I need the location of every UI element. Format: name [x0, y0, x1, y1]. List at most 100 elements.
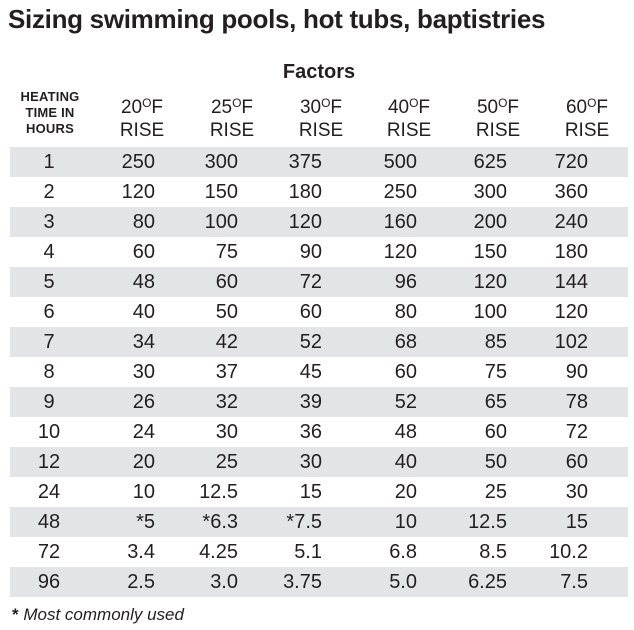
- table-row-48h: 48 *5 *6.3 *7.5 10 12.5 15: [10, 507, 628, 537]
- factor-cell: 52: [299, 330, 322, 353]
- factor-cell: 90: [565, 360, 588, 383]
- factor-cell: 180: [288, 180, 322, 203]
- hours-cell: 48: [37, 510, 61, 533]
- table-row-3h: 3 80 100 120 160 200 240: [10, 207, 628, 237]
- table-row-96h: 96 2.5 3.0 3.75 5.0 6.25 7.5: [10, 567, 628, 597]
- factor-cell: 375: [288, 150, 322, 173]
- factor-cell: 12.5: [468, 510, 507, 533]
- hours-cell: 72: [37, 540, 61, 563]
- column-header-60f-rise: 60OF RISE: [565, 96, 609, 142]
- factor-cell: 200: [473, 210, 507, 233]
- hours-cell: 4: [43, 240, 55, 263]
- factor-cell: 8.5: [479, 540, 507, 563]
- table-row-7h: 7 34 42 52 68 85 102: [10, 327, 628, 357]
- column-header-25f-rise: 25OF RISE: [210, 96, 254, 142]
- factor-cell: 300: [473, 180, 507, 203]
- rise-label: RISE: [386, 120, 432, 141]
- rise-label: RISE: [119, 120, 165, 141]
- factor-cell: 10: [394, 510, 417, 533]
- factor-cell: 32: [215, 390, 238, 413]
- hours-cell: 8: [43, 360, 55, 383]
- table-row-2h: 2 120 150 180 250 300 360: [10, 177, 628, 207]
- factor-cell: 30: [299, 450, 322, 473]
- sizing-factors-table: Factors HEATING TIME IN HOURS 20OF RISE 25…: [10, 60, 628, 597]
- factor-cell: 100: [473, 300, 507, 323]
- factor-cell: 36: [299, 420, 322, 443]
- factor-cell: 65: [484, 390, 507, 413]
- factor-cell: 100: [204, 210, 238, 233]
- factor-cell: 300: [204, 150, 238, 173]
- factor-cell: 26: [132, 390, 155, 413]
- table-row-4h: 4 60 75 90 120 150 180: [10, 237, 628, 267]
- factor-cell: 68: [394, 330, 417, 353]
- factor-cell: 720: [554, 150, 588, 173]
- row-header-line: TIME IN: [25, 105, 75, 120]
- factor-cell: 10.2: [549, 540, 588, 563]
- hours-cell: 7: [43, 330, 55, 353]
- temperature-label: 25OF: [210, 96, 254, 118]
- table-row-24h: 24 10 12.5 15 20 25 30: [10, 477, 628, 507]
- factor-cell: 25: [484, 480, 507, 503]
- factor-cell: 30: [565, 480, 588, 503]
- factor-cell: 160: [383, 210, 417, 233]
- column-header-50f-rise: 50OF RISE: [476, 96, 520, 142]
- row-header-heating-time-in-hours: HEATING TIME IN HOURS: [10, 89, 90, 137]
- rise-label: RISE: [298, 120, 344, 141]
- temperature-label: 50OF: [476, 96, 520, 118]
- hours-cell: 5: [43, 270, 55, 293]
- footnote: * Most commonly used: [12, 605, 634, 625]
- factor-cell: 48: [132, 270, 155, 293]
- factor-cell: 40: [132, 300, 155, 323]
- factor-cell: 60: [484, 420, 507, 443]
- factor-cell: 120: [554, 300, 588, 323]
- factor-cell: 42: [215, 330, 238, 353]
- factor-cell: 120: [473, 270, 507, 293]
- factor-cell: *5: [136, 510, 155, 533]
- factor-cell: 120: [121, 180, 155, 203]
- factor-cell: 60: [215, 270, 238, 293]
- hours-cell: 96: [37, 570, 61, 593]
- table-row-6h: 6 40 50 60 80 100 120: [10, 297, 628, 327]
- rise-label: RISE: [209, 120, 255, 141]
- factor-cell: 360: [554, 180, 588, 203]
- factor-cell: *6.3: [202, 510, 238, 533]
- factors-table-body: 1 250 300 375 500 625 720 2 120 150 180 250 300 360 3 8…: [10, 147, 628, 597]
- hours-cell: 3: [43, 210, 55, 233]
- factor-cell: 52: [394, 390, 417, 413]
- temperature-label: 20OF: [120, 96, 164, 118]
- factor-cell: 60: [565, 450, 588, 473]
- factor-cell: 48: [394, 420, 417, 443]
- column-header-20f-rise: 20OF RISE: [120, 96, 164, 142]
- column-header-40f-rise: 40OF RISE: [387, 96, 431, 142]
- factor-cell: 4.25: [199, 540, 238, 563]
- factor-cell: 25: [215, 450, 238, 473]
- factor-cell: 144: [554, 270, 588, 293]
- factor-cell: 50: [484, 450, 507, 473]
- factor-cell: 3.4: [127, 540, 155, 563]
- factor-cell: 75: [484, 360, 507, 383]
- factor-cell: 39: [299, 390, 322, 413]
- factor-cell: 30: [132, 360, 155, 383]
- factor-cell: 75: [215, 240, 238, 263]
- table-row-8h: 8 30 37 45 60 75 90: [10, 357, 628, 387]
- hours-cell: 12: [37, 450, 61, 473]
- factor-cell: 78: [565, 390, 588, 413]
- factor-cell: 2.5: [127, 570, 155, 593]
- factor-cell: 60: [132, 240, 155, 263]
- table-row-1h: 1 250 300 375 500 625 720: [10, 147, 628, 177]
- row-header-line: HOURS: [26, 121, 74, 136]
- factor-cell: 80: [132, 210, 155, 233]
- footnote-text: Most commonly used: [23, 605, 184, 624]
- factor-cell: 240: [554, 210, 588, 233]
- hours-cell: 24: [37, 480, 61, 503]
- factor-cell: 6.25: [468, 570, 507, 593]
- factors-data-table: 1 250 300 375 500 625 720 2 120 150 180 250 300 360 3 8…: [10, 147, 628, 597]
- factor-cell: 96: [394, 270, 417, 293]
- factor-cell: 150: [204, 180, 238, 203]
- factor-cell: 10: [132, 480, 155, 503]
- table-row-10h: 10 24 30 36 48 60 72: [10, 417, 628, 447]
- table-row-9h: 9 26 32 39 52 65 78: [10, 387, 628, 417]
- rise-label: RISE: [475, 120, 521, 141]
- factor-cell: 72: [565, 420, 588, 443]
- hours-cell: 2: [43, 180, 55, 203]
